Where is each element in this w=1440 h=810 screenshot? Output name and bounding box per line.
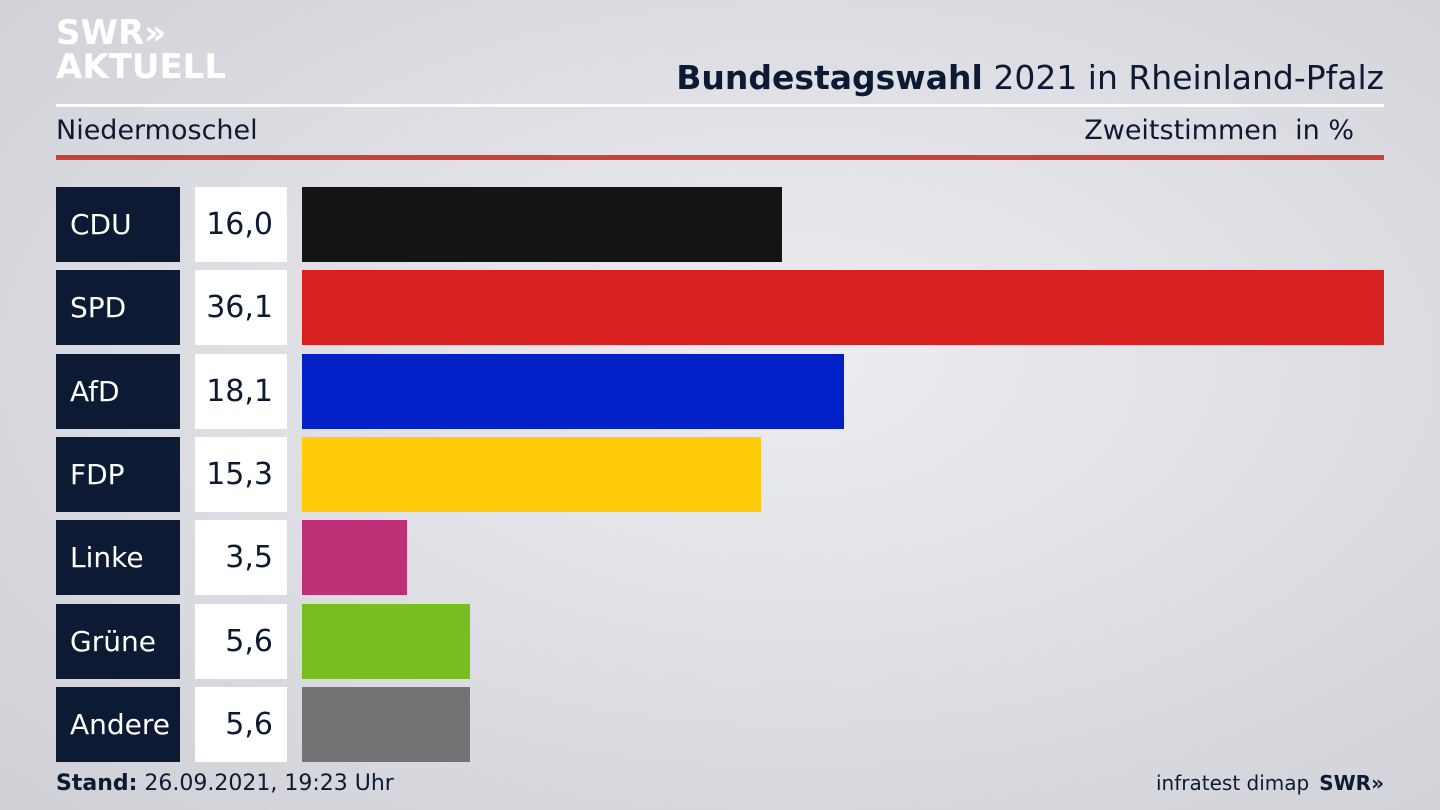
value-label-box: 3,5 — [195, 520, 287, 595]
accent-divider — [56, 155, 1384, 160]
bar-andere — [302, 687, 470, 762]
swr-brand-logo: SWR» — [1319, 771, 1384, 795]
value-label: 16,0 — [206, 207, 273, 242]
timestamp-value: 26.09.2021, 19:23 Uhr — [137, 771, 394, 796]
chart-row: CDU 16,0 — [0, 187, 1440, 262]
bar-afd — [302, 354, 844, 429]
source-credit: infratest dimap SWR» — [1156, 771, 1384, 795]
swr-aktuell-logo: SWR» AKTUELL — [56, 16, 226, 84]
chart-row: Andere 5,6 — [0, 687, 1440, 762]
party-label-box: SPD — [56, 270, 180, 345]
bar-cdu — [302, 187, 782, 262]
header-divider — [56, 104, 1384, 107]
party-name: FDP — [70, 458, 125, 491]
value-label-box: 16,0 — [195, 187, 287, 262]
logo-line-2: AKTUELL — [56, 47, 227, 87]
party-name: AfD — [70, 375, 120, 408]
value-label: 3,5 — [225, 540, 273, 575]
party-label-box: FDP — [56, 437, 180, 512]
value-label: 15,3 — [206, 457, 273, 492]
chart-row: SPD 36,1 — [0, 270, 1440, 345]
party-name: Grüne — [70, 625, 156, 658]
region-name: Niedermoschel — [56, 115, 258, 146]
value-label: 18,1 — [206, 374, 273, 409]
value-label-box: 36,1 — [195, 270, 287, 345]
chart-row: Linke 3,5 — [0, 520, 1440, 595]
party-label-box: Grüne — [56, 604, 180, 679]
value-label-box: 5,6 — [195, 604, 287, 679]
timestamp-label: Stand: — [56, 771, 138, 796]
value-label-box: 18,1 — [195, 354, 287, 429]
source-name: infratest dimap — [1156, 771, 1310, 795]
value-label: 5,6 — [225, 707, 273, 742]
party-label-box: AfD — [56, 354, 180, 429]
chart-title-bold: Bundestagswahl — [676, 58, 983, 97]
party-label-box: Andere — [56, 687, 180, 762]
party-name: Andere — [70, 708, 171, 741]
vote-type-label: Zweitstimmen — [1084, 115, 1278, 146]
party-label-box: Linke — [56, 520, 180, 595]
party-name: Linke — [70, 541, 144, 574]
chart-title-rest: 2021 in Rheinland-Pfalz — [982, 58, 1384, 97]
value-label-box: 5,6 — [195, 687, 287, 762]
party-name: SPD — [70, 291, 127, 324]
chart-row: FDP 15,3 — [0, 437, 1440, 512]
value-label-box: 15,3 — [195, 437, 287, 512]
chart-title: Bundestagswahl 2021 in Rheinland-Pfalz — [676, 58, 1384, 97]
logo-line-1: SWR» — [56, 13, 167, 53]
chart-row: AfD 18,1 — [0, 354, 1440, 429]
unit-label: in % — [1295, 115, 1354, 146]
value-label: 5,6 — [225, 624, 273, 659]
party-label-box: CDU — [56, 187, 180, 262]
party-name: CDU — [70, 208, 132, 241]
bar-fdp — [302, 437, 761, 512]
bar-spd — [302, 270, 1384, 345]
value-label: 36,1 — [206, 290, 273, 325]
timestamp: Stand: 26.09.2021, 19:23 Uhr — [56, 771, 394, 796]
chart-row: Grüne 5,6 — [0, 604, 1440, 679]
bar-grüne — [302, 604, 470, 679]
bar-linke — [302, 520, 407, 595]
